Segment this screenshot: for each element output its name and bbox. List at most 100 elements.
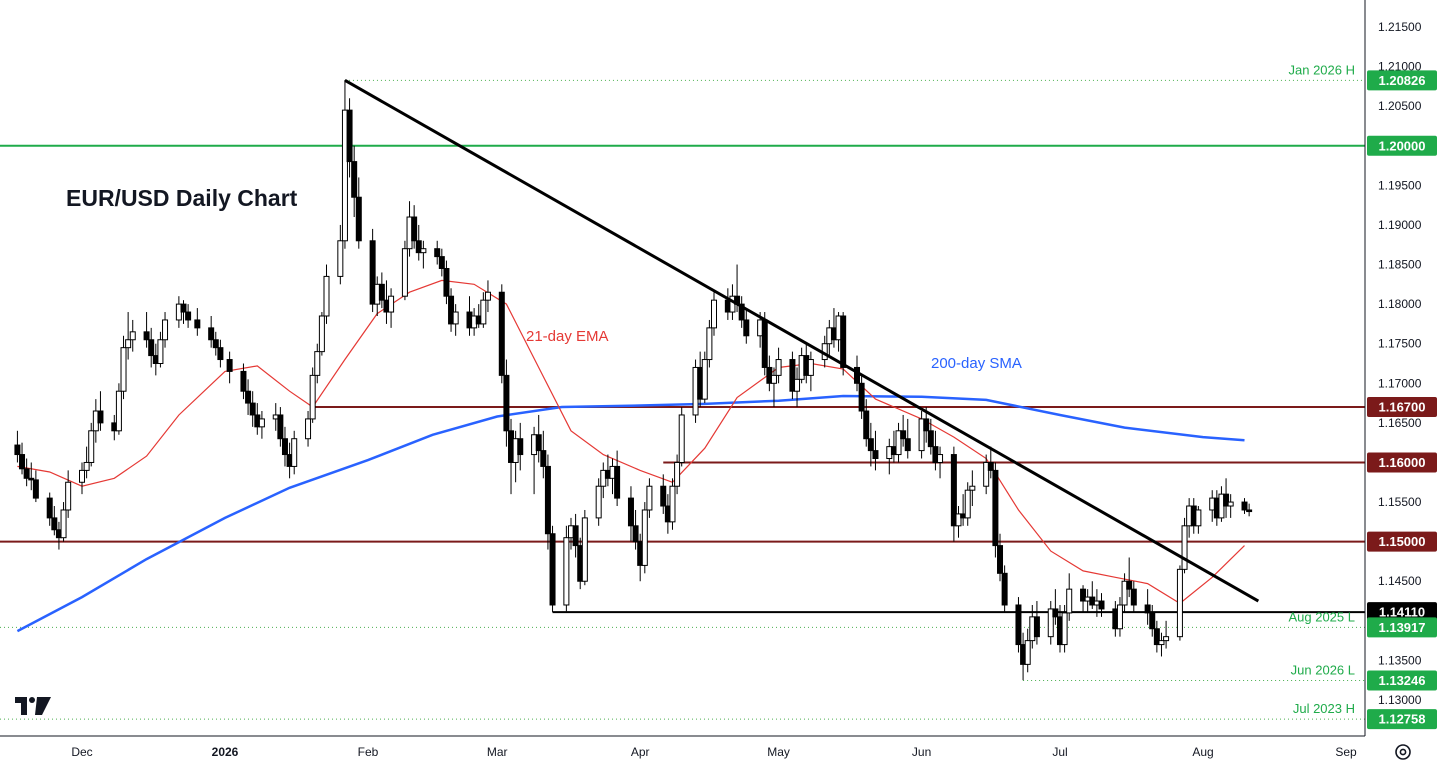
price-tick-label: 1.13000 (1378, 693, 1422, 707)
candle-body (905, 439, 910, 451)
candle-body (282, 439, 287, 455)
time-tick-label: Aug (1192, 745, 1213, 759)
candle-body (1062, 613, 1067, 645)
candle-body (642, 510, 647, 565)
candle-body (1025, 641, 1030, 665)
time-tick-label: Sep (1335, 745, 1357, 759)
price-badge-text: 1.16700 (1379, 400, 1426, 415)
candle-body (1196, 510, 1201, 526)
candle-body (970, 486, 975, 490)
price-tick-label: 1.19500 (1378, 178, 1422, 192)
candle-body (808, 360, 813, 376)
candle-body (776, 360, 781, 376)
level-label: Jan 2026 H (1289, 62, 1356, 77)
candle-body (158, 340, 163, 364)
price-tick-label: 1.17500 (1378, 337, 1422, 351)
candle-body (615, 466, 620, 498)
candle-body (246, 391, 251, 403)
candle-body (402, 249, 407, 297)
candle-body (1117, 605, 1122, 629)
candle-body (712, 300, 717, 328)
time-tick-label: Jul (1052, 745, 1067, 759)
candle-body (149, 340, 154, 356)
candle-body (315, 352, 320, 376)
price-tick-label: 1.20500 (1378, 99, 1422, 113)
candle-body (1053, 609, 1058, 617)
candle-body (144, 332, 149, 340)
time-tick-label: Mar (487, 745, 508, 759)
candle-body (181, 304, 186, 312)
candle-body (679, 415, 684, 463)
candle-body (163, 320, 168, 340)
candle-body (504, 375, 509, 430)
candle-body (481, 300, 486, 324)
candle-body (24, 469, 29, 479)
candle-body (541, 451, 546, 467)
candle-body (80, 470, 85, 482)
time-tick-label: Dec (71, 745, 92, 759)
price-tick-label: 1.15500 (1378, 495, 1422, 509)
price-tick-label: 1.14500 (1378, 574, 1422, 588)
candle-body (596, 486, 601, 518)
candle-body (227, 360, 232, 372)
candle-body (421, 249, 426, 253)
candle-body (20, 455, 25, 469)
candle-body (347, 110, 352, 161)
price-badge-text: 1.20000 (1379, 138, 1426, 153)
price-badge-text: 1.20826 (1379, 73, 1426, 88)
candle-body (435, 249, 440, 257)
candle-body (859, 383, 864, 411)
candle-body (453, 312, 458, 324)
candle-body (1242, 502, 1247, 510)
candle-body (1099, 601, 1104, 609)
level-label: Jun 2026 L (1291, 663, 1355, 678)
time-tick-label: May (767, 745, 790, 759)
candle-body (993, 470, 998, 545)
candle-body (259, 419, 264, 427)
candle-body (306, 419, 311, 439)
candle-body (209, 328, 214, 340)
time-tick-label: Feb (358, 745, 379, 759)
candle-body (439, 257, 444, 269)
time-tick-label: Apr (631, 745, 650, 759)
sma200-label: 200-day SMA (931, 355, 1022, 372)
price-tick-label: 1.16500 (1378, 416, 1422, 430)
candle-body (61, 510, 66, 538)
price-badge-text: 1.12758 (1379, 712, 1426, 727)
price-badge-text: 1.16000 (1379, 455, 1426, 470)
price-tick-label: 1.13500 (1378, 653, 1422, 667)
price-badge-text: 1.13917 (1379, 620, 1426, 635)
candle-body (1002, 573, 1007, 605)
price-tick-label: 1.18000 (1378, 297, 1422, 311)
candle-body (582, 518, 587, 581)
candle-body (661, 486, 666, 506)
candle-body (873, 451, 878, 459)
candle-body (841, 316, 846, 367)
candle-body (1182, 526, 1187, 570)
candle-body (186, 312, 191, 320)
candle-body (928, 431, 933, 447)
candle-body (84, 462, 89, 470)
candle-body (744, 320, 749, 336)
candle-body (707, 328, 712, 360)
candle-body (116, 391, 121, 431)
candle-body (278, 415, 283, 439)
candle-body (573, 526, 578, 546)
price-badge-text: 1.15000 (1379, 534, 1426, 549)
level-label: Jul 2023 H (1293, 701, 1355, 716)
candle-body (647, 486, 652, 510)
candle-body (1131, 589, 1136, 605)
candle-body (324, 276, 329, 316)
candle-body (1150, 613, 1155, 629)
candle-body (864, 411, 869, 439)
candle-body (988, 462, 993, 470)
candle-body (762, 320, 767, 368)
candle-body (1034, 617, 1039, 637)
candle-body (389, 296, 394, 312)
candle-body (213, 340, 218, 348)
time-tick-label: 2026 (212, 745, 239, 759)
candle-body (15, 445, 20, 455)
candle-body (938, 455, 943, 463)
candle-body (518, 439, 523, 455)
